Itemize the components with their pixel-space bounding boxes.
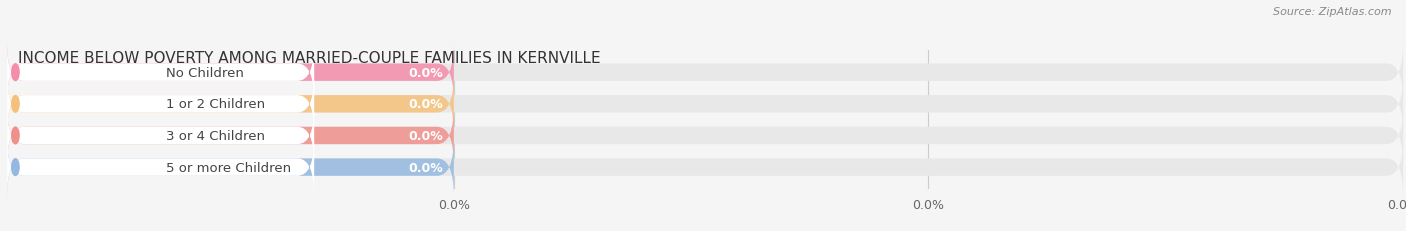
FancyBboxPatch shape (7, 138, 1403, 197)
FancyBboxPatch shape (7, 44, 314, 102)
Circle shape (11, 64, 20, 81)
FancyBboxPatch shape (7, 75, 1403, 134)
Circle shape (11, 96, 20, 113)
Circle shape (11, 128, 20, 144)
FancyBboxPatch shape (7, 44, 454, 102)
Text: 1 or 2 Children: 1 or 2 Children (166, 98, 266, 111)
FancyBboxPatch shape (7, 44, 314, 102)
Text: 0.0%: 0.0% (408, 66, 443, 79)
FancyBboxPatch shape (7, 75, 454, 134)
FancyBboxPatch shape (7, 107, 454, 165)
Text: No Children: No Children (166, 66, 245, 79)
FancyBboxPatch shape (7, 107, 314, 165)
Circle shape (11, 159, 20, 176)
FancyBboxPatch shape (7, 107, 314, 165)
Text: INCOME BELOW POVERTY AMONG MARRIED-COUPLE FAMILIES IN KERNVILLE: INCOME BELOW POVERTY AMONG MARRIED-COUPL… (18, 51, 600, 66)
FancyBboxPatch shape (7, 107, 1403, 165)
Text: 0.0%: 0.0% (408, 129, 443, 142)
Text: 5 or more Children: 5 or more Children (166, 161, 291, 174)
FancyBboxPatch shape (7, 75, 314, 134)
FancyBboxPatch shape (7, 44, 1403, 102)
FancyBboxPatch shape (7, 138, 314, 197)
FancyBboxPatch shape (7, 138, 314, 197)
FancyBboxPatch shape (7, 75, 314, 134)
Text: 3 or 4 Children: 3 or 4 Children (166, 129, 266, 142)
Text: 0.0%: 0.0% (408, 98, 443, 111)
Text: Source: ZipAtlas.com: Source: ZipAtlas.com (1274, 7, 1392, 17)
FancyBboxPatch shape (7, 138, 454, 197)
Text: 0.0%: 0.0% (408, 161, 443, 174)
